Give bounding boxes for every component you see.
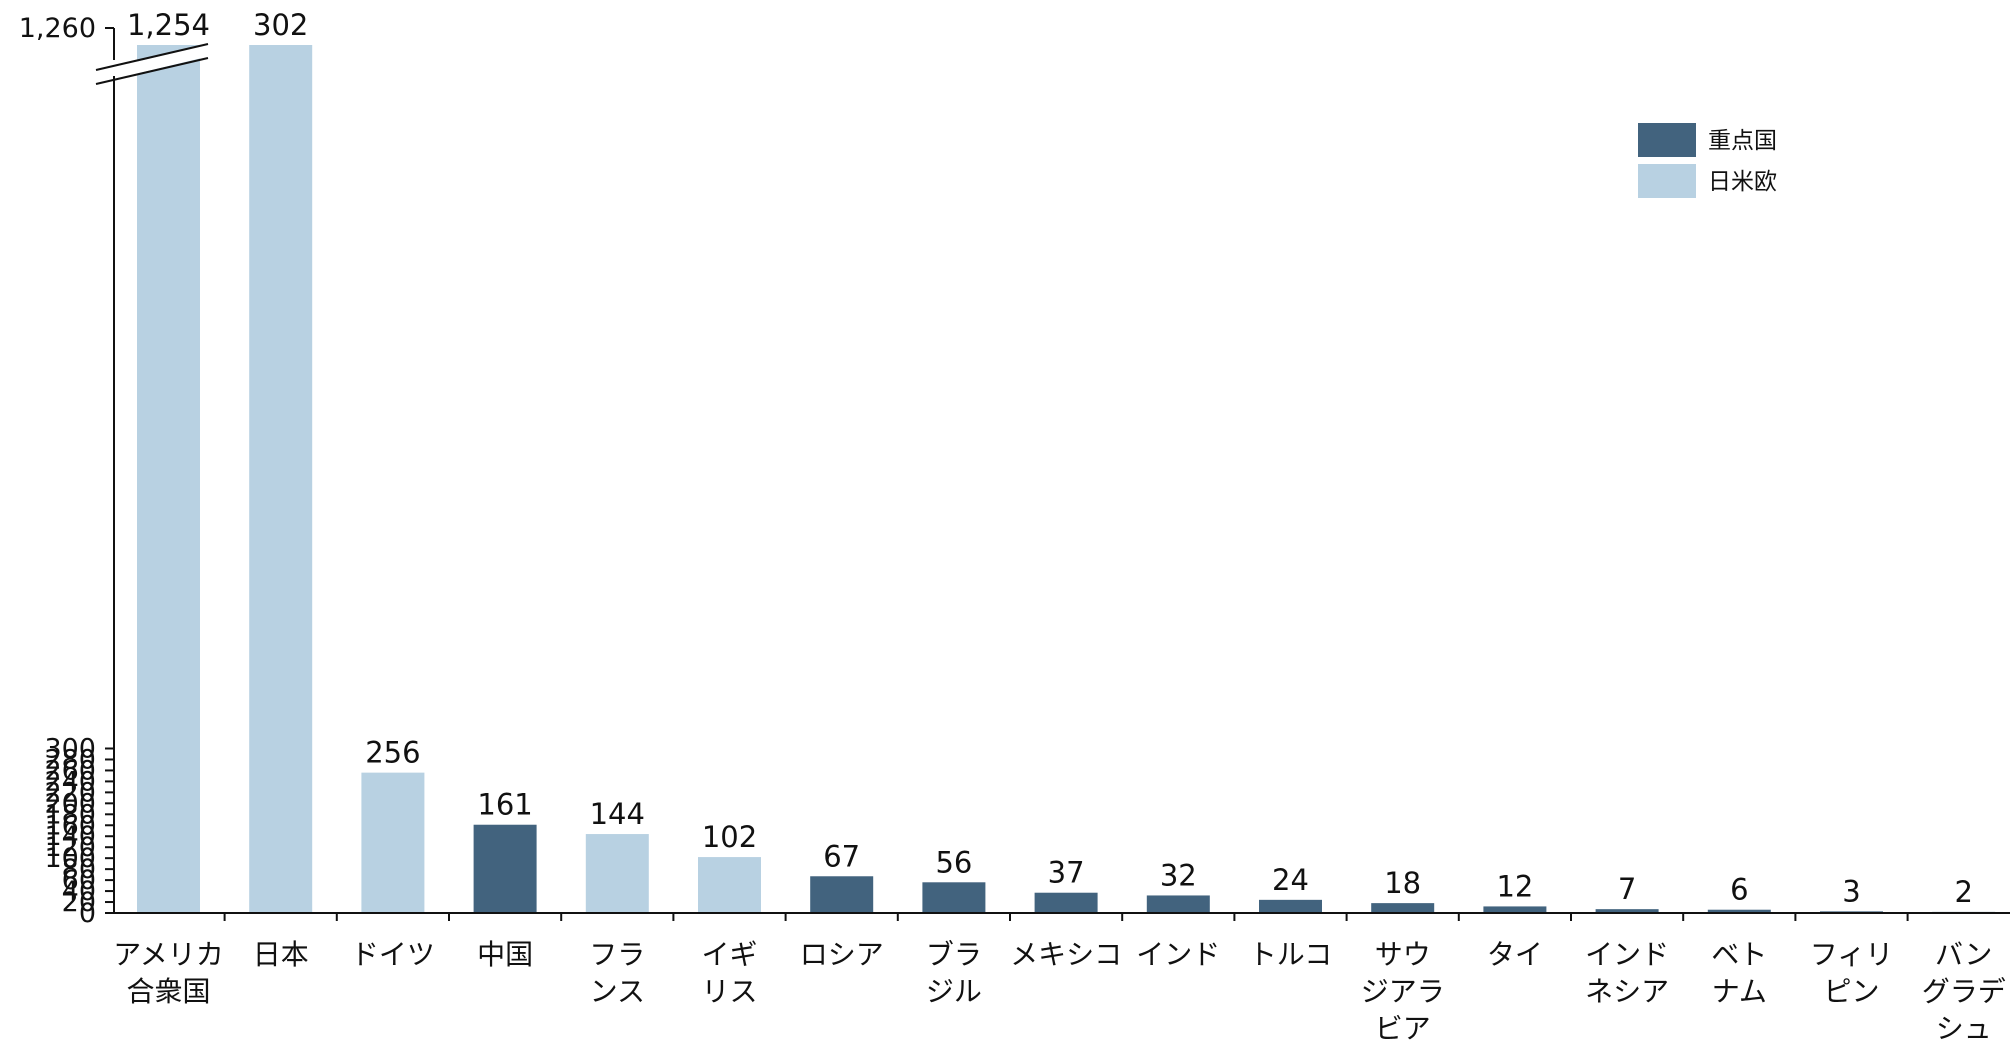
data-label-15: 3 <box>1842 874 1860 908</box>
category-label-11-2: ビア <box>1375 1012 1431 1043</box>
y-tick-label-4: 80 <box>62 854 96 885</box>
y-tick-label-15: 300 <box>44 734 96 765</box>
category-label-3-0: 中国 <box>477 938 533 971</box>
legend-label-1: 日米欧 <box>1708 169 1777 195</box>
data-label-1: 302 <box>253 8 308 42</box>
bar-9 <box>1146 895 1210 913</box>
category-label-9-0: インド <box>1136 938 1220 971</box>
data-label-4: 144 <box>590 797 645 831</box>
category-label-16-0: バン <box>1935 938 1992 971</box>
data-label-14: 6 <box>1730 873 1748 907</box>
bar-3 <box>473 824 537 913</box>
y-tick-label-3: 60 <box>62 865 96 896</box>
bars <box>137 45 1996 913</box>
data-label-5: 102 <box>702 820 757 854</box>
category-label-13-1: ネシア <box>1585 975 1669 1008</box>
y-tick-label-11: 220 <box>44 777 96 808</box>
bar-8 <box>1034 892 1098 913</box>
y-tick-label-14: 280 <box>44 744 96 775</box>
bar-4 <box>585 834 649 913</box>
category-label-1-0: 日本 <box>253 938 309 971</box>
y-tick-label-13: 260 <box>44 755 96 786</box>
legend-swatch-0 <box>1638 123 1696 157</box>
y-tick-label-10: 200 <box>44 788 96 819</box>
category-label-7-0: ブラ <box>926 938 982 971</box>
y-tick-label-9: 180 <box>44 799 96 830</box>
bar-10 <box>1259 899 1322 913</box>
y-tick-label-0: 0 <box>79 898 96 929</box>
category-label-4-1: ンス <box>590 975 645 1008</box>
axis-break-line-upper <box>95 43 209 71</box>
bar-2 <box>361 772 425 913</box>
category-label-5-0: イギ <box>701 938 757 971</box>
data-label-12: 12 <box>1496 869 1533 903</box>
category-label-0-1: 合衆国 <box>126 975 210 1008</box>
category-label-15-1: ピン <box>1823 975 1879 1008</box>
data-label-10: 24 <box>1272 863 1309 897</box>
data-label-11: 18 <box>1384 866 1421 900</box>
data-label-8: 37 <box>1048 856 1085 890</box>
legend-label-0: 重点国 <box>1708 128 1777 154</box>
category-label-13-0: インド <box>1585 938 1669 971</box>
data-label-13: 7 <box>1618 872 1636 906</box>
category-label-0-0: アメリカ <box>113 938 224 971</box>
y-tick-label-top: 1,260 <box>19 13 96 44</box>
labels: 1,254アメリカ合衆国302日本256ドイツ161中国144フランス102イギ… <box>113 8 2006 1043</box>
y-tick-label-7: 140 <box>44 821 96 852</box>
data-label-6: 67 <box>823 839 860 873</box>
bar-11 <box>1371 903 1435 913</box>
category-label-6-0: ロシア <box>800 938 884 971</box>
category-label-7-1: ジル <box>926 975 982 1008</box>
category-label-16-1: グラデ <box>1922 975 2006 1008</box>
category-label-2-0: ドイツ <box>351 938 435 971</box>
category-label-15-0: フィリ <box>1810 938 1893 971</box>
bar-6 <box>810 876 874 913</box>
y-tick-label-1: 20 <box>62 887 96 918</box>
bar-12 <box>1483 906 1547 913</box>
y-tick-label-2: 40 <box>62 876 96 907</box>
axes: 0204060801001201401601802002202402602803… <box>19 13 2010 929</box>
category-label-11-1: ジアラ <box>1361 975 1445 1008</box>
y-tick-label-12: 240 <box>44 766 96 797</box>
data-label-9: 32 <box>1160 858 1197 892</box>
legend-swatch-1 <box>1638 164 1696 198</box>
data-label-7: 56 <box>935 845 972 879</box>
category-label-16-2: シュ <box>1936 1012 1992 1043</box>
data-label-2: 256 <box>365 736 420 770</box>
data-label-3: 161 <box>477 788 532 822</box>
bar-0 <box>137 45 200 913</box>
y-tick-label-5: 100 <box>44 843 96 874</box>
category-label-12-0: タイ <box>1487 938 1543 971</box>
y-tick-label-8: 160 <box>44 810 96 841</box>
bar-13 <box>1595 909 1659 913</box>
category-label-14-0: ベト <box>1711 938 1767 971</box>
data-label-0: 1,254 <box>127 8 210 42</box>
category-label-10-0: トルコ <box>1249 938 1332 971</box>
bar-14 <box>1707 909 1771 913</box>
axis-break-gap <box>94 44 210 84</box>
category-label-14-1: ナム <box>1712 975 1767 1008</box>
y-tick-label-6: 120 <box>44 832 96 863</box>
bar-7 <box>922 882 986 913</box>
category-label-11-0: サウ <box>1375 938 1431 971</box>
category-label-5-1: リス <box>701 975 757 1008</box>
category-label-8-0: メキシコ <box>1010 938 1122 971</box>
data-label-16: 2 <box>1954 875 1972 909</box>
category-label-4-0: フラ <box>589 938 645 971</box>
bar-5 <box>698 857 761 913</box>
bar-1 <box>249 45 313 913</box>
